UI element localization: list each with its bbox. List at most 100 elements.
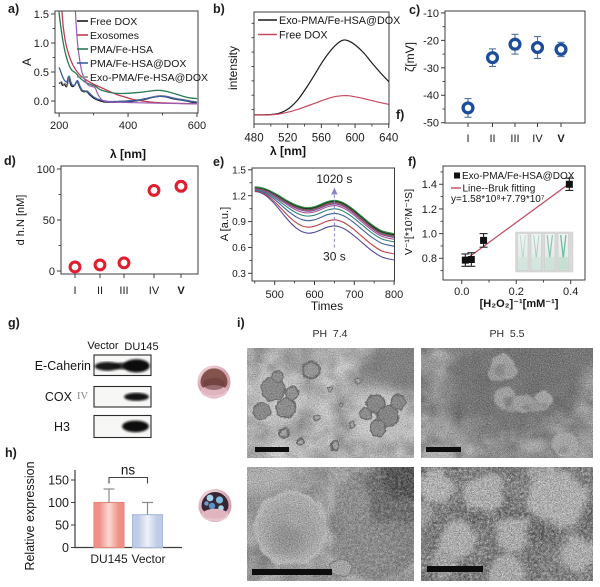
data-point [530,40,545,55]
cuvette-3 [544,233,556,271]
tem-image-ph55-high-mag [421,467,593,581]
y-tick-label: 0.0 [34,96,49,108]
plot-frame [442,165,586,281]
y-tick-label: 0.9 [232,217,246,228]
legend-label: Exo-PMA/Fe-HSA@DOX [462,171,575,182]
category-label: Vector [131,552,165,566]
panel-label-a: a) [8,2,20,16]
x-tick-label: 0.4 [563,286,578,298]
y-tick-label: -30 [423,63,439,75]
x-tick-label: 0.0 [454,286,469,298]
category-label: IV [532,133,543,145]
tem-scale-bar [255,447,289,452]
data-point [554,42,568,56]
panel-label-e: e) [213,155,225,169]
y-axis-title: intensity [226,46,240,90]
chart-panel-h: 0 50 100 150 DU145 Vector Relative expression n… [23,461,182,571]
y-tick-label: 1.0 [422,229,437,241]
chart-panel-c: -10-20-30-40-50I II III IV Vζ[mV] [403,8,586,145]
panel-label-g: g) [8,316,20,330]
panel-label-b: b) [213,2,225,16]
x-tick-label: 480 [244,133,263,145]
panel-label-c: c) [409,3,421,17]
series-line [58,11,198,100]
series-line [61,11,198,105]
y-tick-label: 50 [55,518,69,532]
x-tick-label: 600 [345,133,364,145]
bar [93,501,125,549]
category-label: DU145 [90,552,128,566]
y-tick-label: 150 [48,473,69,487]
y-tick-label: 1.5 [34,9,49,21]
series-line [254,39,389,116]
y-axis-title: V⁻¹[*10⁷M⁻¹S] [403,189,415,255]
y-tick-label: -50 [423,118,439,130]
y-axis-title: Relative expression [23,461,37,570]
chart-panel-e: 0.3 0.6 0.9 1.2 1.5 500 600 700 800 Times A [a.u.]… [219,165,403,313]
series-line [254,189,395,243]
panel-label-i: i) [237,316,245,330]
x-tick-label: 520 [278,133,297,145]
data-point [68,260,82,274]
data-point [467,256,475,264]
series-line [254,188,395,240]
cuvette-photo-inset [515,231,574,273]
blot-band [114,362,130,370]
legend-label: y=1.58*10⁸+7.79*10⁷ [451,194,545,205]
tem-image-ph74-low-mag [247,348,414,458]
annotation-text: 1020 s [316,172,352,186]
tem-image-ph74-high-mag [247,467,414,581]
blot-lane-header-vector: Vector [87,339,119,352]
data-point [461,256,469,264]
x-tick-label: 200 [50,120,68,132]
blot-lane-header-du145: DU145 [124,341,159,353]
legend-label: Line--Bruk fitting [463,184,536,195]
series-group [254,186,395,261]
legend-label: Free DOX [90,16,137,28]
series-line [254,95,389,116]
x-tick-label: 700 [345,289,363,301]
data-point [480,236,488,244]
series-line [74,11,198,105]
y-axis-title: A [a.u.] [219,207,231,241]
data-point [565,180,573,188]
drug-loaded-nanoparticle-icon [198,489,232,522]
tem-scale-bar [427,566,483,572]
category-label: IV [149,285,160,297]
y-tick-label: 1.2 [232,191,246,202]
blot-row-label-h3: H3 [54,419,70,434]
data-point [174,179,188,193]
y-axis-title: ζ[mV] [403,42,417,72]
annotation-text: 30 s [323,249,346,263]
category-label: I [73,285,76,297]
y-tick-label: 1.4 [422,179,437,191]
x-axis-title: [H₂O₂]⁻¹[mM⁻¹] [480,298,559,310]
blot-row-label-ecaherin: E-Caherin [34,358,91,373]
category-label: V [557,133,565,145]
y-tick-label: 1.2 [422,204,437,216]
tem-scale-bar [252,569,332,575]
category-label: V [177,285,185,297]
series-group [58,11,198,105]
fit-line [462,181,572,263]
series-line [254,188,395,239]
panel-label-f: f) [408,155,417,169]
x-tick-label: 400 [119,120,137,132]
series-group [254,39,389,116]
category-label: III [119,285,128,297]
y-tick-label: 0.3 [232,269,246,280]
y-tick-label: 0.6 [232,243,246,254]
x-tick-label: 640 [379,133,398,145]
blot-row-label-cox: COX [44,389,72,404]
nanoparticle-icon [197,365,231,399]
tem-image-ph55-low-mag [421,348,593,458]
category-label: III [510,133,519,145]
y-tick-label: 0.8 [422,253,437,265]
data-point [461,101,475,115]
x-tick-label: 800 [385,289,403,301]
y-tick-label: 100 [48,496,69,510]
y-tick-label: 0 [62,541,69,555]
chart-panel-b: 480 520 560 600 640 λ [nm] intensity Exo-PMA/Fe… [226,11,400,158]
